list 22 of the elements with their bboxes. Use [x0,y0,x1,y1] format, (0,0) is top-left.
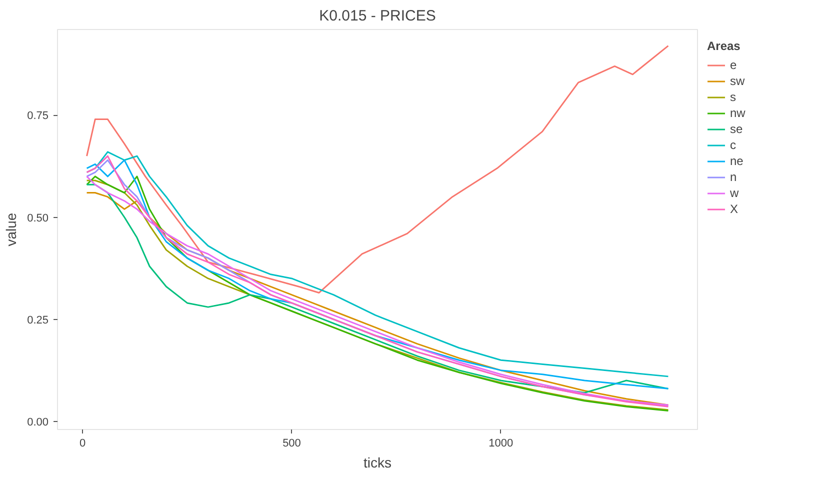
legend-label: nw [730,106,746,120]
x-tick-label: 0 [80,438,86,450]
y-axis-title: value [3,212,20,246]
legend-label: ne [730,154,744,168]
legend-label: X [730,202,740,216]
y-tick-label: 0.50 [27,212,49,224]
legend-label: w [730,186,740,200]
x-tick-label: 500 [282,438,301,450]
line-series [86,45,669,294]
y-tick-label: 0.25 [27,314,49,326]
y-tick-label: 0.75 [27,110,49,122]
legend-label: n [730,170,738,184]
legend-title: Areas [707,39,742,53]
chart-title: K0.015 - PRICES [319,8,436,24]
legend-label: sw [730,74,746,88]
legend-label: c [730,138,737,152]
y-tick-label: 0.00 [27,416,49,428]
x-tick-label: 1000 [488,438,514,450]
legend-label: e [730,58,738,72]
x-axis-title: ticks [364,454,392,470]
legend-label: se [730,122,744,136]
legend-label: s [730,90,737,104]
